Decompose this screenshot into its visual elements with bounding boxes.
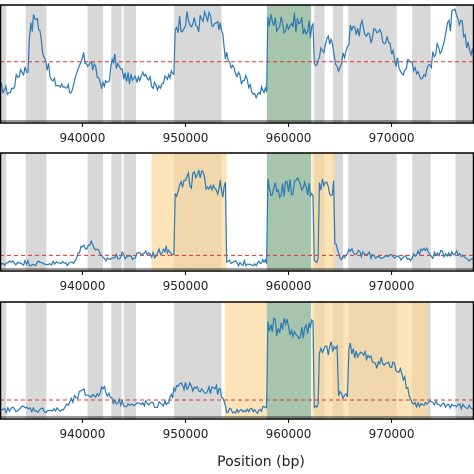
x-tick-label: 950000 (163, 279, 209, 293)
orange-region-0 (224, 302, 267, 419)
gray-region-9 (412, 5, 431, 123)
gray-region-1 (25, 153, 47, 271)
signal-line (0, 169, 474, 268)
green-region-0 (266, 153, 312, 271)
gray-region-0 (0, 5, 7, 123)
gray-region-7 (332, 153, 344, 271)
x-tick-label: 940000 (60, 427, 106, 441)
panel-top: 940000 950000 960000 970000 (0, 4, 474, 145)
gray-region-6 (314, 5, 325, 123)
gray-region-0 (0, 302, 7, 419)
gray-region-4 (123, 302, 137, 419)
orange-region-0 (151, 153, 227, 271)
gray-region-4 (123, 153, 137, 271)
gray-region-1 (25, 302, 47, 419)
x-tick-label: 940000 (60, 131, 106, 145)
panel-bottom: 940000 950000 960000 970000 (0, 301, 474, 441)
gray-region-7 (332, 5, 344, 123)
gray-region-3 (111, 302, 122, 419)
signal-line (0, 8, 474, 100)
x-tick-label: 940000 (60, 279, 106, 293)
panel-middle: 940000 950000 960000 970000 (0, 152, 474, 293)
orange-region-1 (312, 302, 428, 419)
gray-region-3 (111, 5, 122, 123)
orange-region-1 (312, 153, 335, 271)
gray-region-8 (348, 5, 397, 123)
gray-region-9 (412, 153, 431, 271)
gray-region-2 (87, 5, 104, 123)
gray-region-2 (87, 153, 104, 271)
x-tick-label: 970000 (369, 279, 415, 293)
axes-frame (0, 4, 474, 124)
gray-region-10 (455, 5, 474, 123)
green-region-0 (266, 5, 312, 123)
green-region-0 (266, 302, 312, 419)
x-tick-label: 950000 (163, 427, 209, 441)
x-tick-label: 960000 (266, 427, 312, 441)
gray-region-8 (348, 153, 397, 271)
gray-region-5 (174, 5, 222, 123)
gray-region-1 (25, 5, 47, 123)
x-axis-title: Position (bp) (217, 454, 305, 470)
gray-region-10 (455, 302, 474, 419)
x-tick-label: 960000 (266, 131, 312, 145)
gray-region-3 (111, 153, 122, 271)
signal-line (0, 316, 474, 415)
axes-frame (0, 152, 474, 272)
x-tick-label: 970000 (369, 427, 415, 441)
gray-region-0 (0, 153, 7, 271)
x-tick-label: 970000 (369, 131, 415, 145)
gray-region-10 (455, 153, 474, 271)
x-tick-label: 960000 (266, 279, 312, 293)
gray-region-5 (174, 302, 222, 419)
gray-region-2 (87, 302, 104, 419)
gray-region-4 (123, 5, 137, 123)
x-tick-label: 950000 (163, 131, 209, 145)
